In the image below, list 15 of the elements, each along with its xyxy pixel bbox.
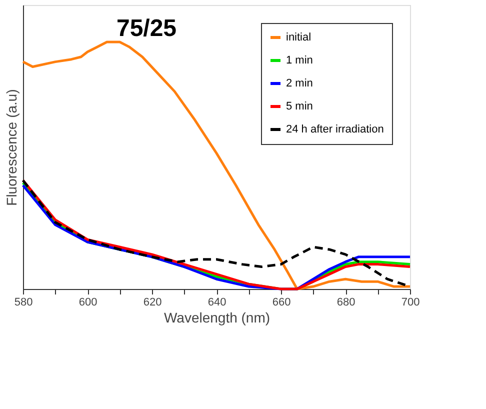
legend-label: 1 min (286, 54, 313, 66)
chart-title: 75/25 (116, 15, 177, 42)
x-tick-label: 660 (272, 296, 291, 308)
legend-label: 24 h after irradiation (286, 124, 384, 136)
x-tick-label: 600 (78, 296, 98, 308)
x-axis-title: Wavelength (nm) (164, 310, 270, 326)
legend-label: 2 min (286, 78, 313, 90)
x-tick-label: 640 (208, 296, 226, 308)
legend-label: 5 min (286, 100, 313, 112)
x-tick-label: 580 (14, 296, 33, 308)
x-tick-label: 680 (336, 296, 356, 308)
y-axis-title: Fluorescence (a.u) (4, 89, 20, 206)
x-tick-label: 620 (143, 296, 162, 308)
legend-label: initial (286, 32, 312, 44)
x-tick-label: 700 (401, 296, 420, 308)
